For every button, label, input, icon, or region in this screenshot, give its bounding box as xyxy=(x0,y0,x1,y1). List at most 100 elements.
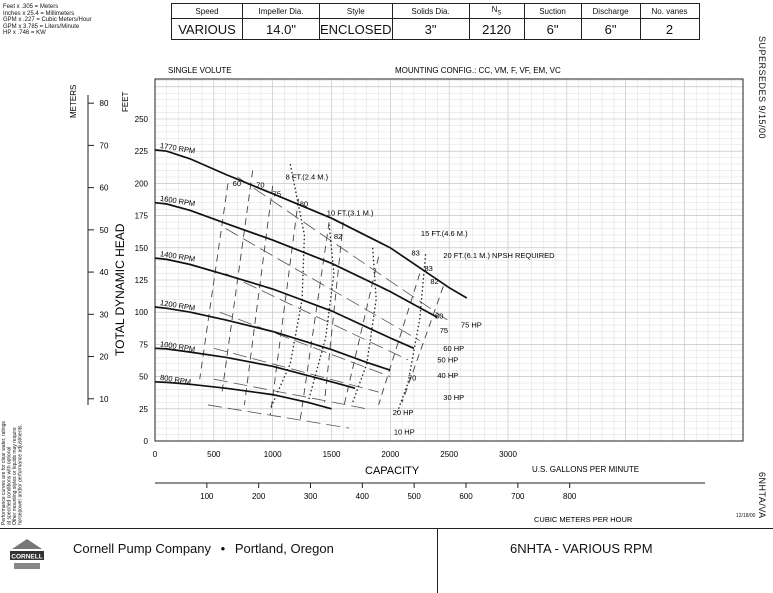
supersedes-note: SUPERSEDES 9/15/00 xyxy=(757,36,767,140)
speed-curve xyxy=(154,380,332,410)
y2-tick-label: 50 xyxy=(100,226,109,235)
efficiency-line xyxy=(221,170,254,393)
logo-text: CORNELL xyxy=(11,554,42,561)
efficiency-line xyxy=(401,286,444,403)
x-axis-label: CAPACITY xyxy=(365,465,420,477)
x2-tick-label: 100 xyxy=(200,492,214,501)
hp-label: 50 HP xyxy=(437,355,458,364)
conversion-line: Inches x 25.4 = Millimeters xyxy=(3,10,75,17)
hp-label: 30 HP xyxy=(443,393,464,402)
power-line xyxy=(237,176,450,322)
spec-value: 2 xyxy=(639,18,700,40)
company-name: Cornell Pump Company xyxy=(73,541,212,556)
efficiency-line xyxy=(243,185,274,405)
efficiency-line xyxy=(299,221,330,424)
hp-label: 20 HP xyxy=(393,408,414,417)
x-tick-label: 1500 xyxy=(323,450,341,459)
y2-axis-units: METERS xyxy=(69,85,78,118)
y2-tick-label: 40 xyxy=(100,268,109,277)
speed-curve xyxy=(154,201,438,319)
efficiency-label: 70 xyxy=(256,180,264,189)
power-line xyxy=(213,347,379,393)
efficiency-label: 70 xyxy=(408,373,416,382)
y-tick-label: 150 xyxy=(135,244,149,253)
x-tick-label: 1000 xyxy=(264,450,282,459)
efficiency-label: 82 xyxy=(334,232,342,241)
conversion-line: GPM x 3.785 = Liters/Minute xyxy=(3,23,80,30)
y2-tick-label: 80 xyxy=(100,99,109,108)
speed-curve xyxy=(154,257,415,350)
efficiency-line xyxy=(342,256,380,409)
conversion-line: GPM x .227 = Cubic Meters/Hour xyxy=(3,17,92,23)
y2-tick-label: 20 xyxy=(100,353,109,362)
efficiency-label: 80 xyxy=(300,200,308,209)
npsh-line xyxy=(307,224,335,403)
y2-tick-label: 70 xyxy=(100,141,109,150)
conversion-line: HP x .746 = KW xyxy=(3,30,46,36)
npsh-line xyxy=(395,254,427,416)
x2-tick-label: 800 xyxy=(563,492,577,501)
y-tick-label: 125 xyxy=(135,276,149,285)
x2-tick-label: 500 xyxy=(407,492,421,501)
npsh-label: 8 FT.(2.4 M.) xyxy=(286,173,329,182)
power-line xyxy=(207,404,350,429)
x-axis-units: U.S. GALLONS PER MINUTE xyxy=(532,465,639,474)
y-tick-label: 250 xyxy=(135,115,149,124)
chart-header-left: SINGLE VOLUTE xyxy=(168,66,232,75)
efficiency-label: 83 xyxy=(424,264,432,273)
plot-frame xyxy=(154,78,744,442)
hp-label: 75 HP xyxy=(461,321,482,330)
revision-date: 12/18/00 xyxy=(736,513,756,519)
efficiency-lines xyxy=(199,170,450,429)
footer-bullet: • xyxy=(220,541,226,556)
efficiency-line xyxy=(199,183,229,380)
company-location: Portland, Oregon xyxy=(234,541,334,556)
spec-value: 14.0" xyxy=(242,18,320,40)
y-axis-units: FEET xyxy=(121,91,130,112)
x2-tick-label: 600 xyxy=(459,492,473,501)
npsh-line xyxy=(352,247,377,403)
npsh-label: 20 FT.(6.1 M.) NPSH REQUIRED xyxy=(443,251,555,260)
x-tick-label: 500 xyxy=(207,450,221,459)
x-tick-label: 2500 xyxy=(440,450,458,459)
conversion-line: Feet x .305 = Meters xyxy=(3,4,59,10)
footer: CORNELL Cornell Pump Company • Portland,… xyxy=(0,528,773,593)
speed-curve-label: 800 RPM xyxy=(159,373,191,387)
footer-divider xyxy=(437,529,438,593)
speed-curve xyxy=(154,347,356,390)
npsh-label: 10 FT.(3.1 M.) xyxy=(327,209,374,218)
y2-tick-label: 30 xyxy=(100,310,109,319)
power-line xyxy=(213,378,367,410)
hp-label: 60 HP xyxy=(443,344,464,353)
x2-tick-label: 300 xyxy=(304,492,318,501)
hp-label: 40 HP xyxy=(437,371,458,380)
x2-tick-label: 400 xyxy=(356,492,370,501)
efficiency-label: 60 xyxy=(233,179,241,188)
x-tick-label: 2000 xyxy=(381,450,399,459)
spec-value: VARIOUS xyxy=(171,18,243,40)
spec-value: 2120 xyxy=(468,18,525,40)
x2-axis-units: CUBIC METERS PER HOUR xyxy=(534,515,633,524)
pump-curve-chart: SINGLE VOLUTE MOUNTING CONFIG.: CC, VM, … xyxy=(69,66,744,524)
chart-title: 6NHTA - VARIOUS RPM xyxy=(510,541,653,556)
y-tick-label: 75 xyxy=(139,340,148,349)
y-tick-label: 50 xyxy=(139,373,148,382)
y2-tick-label: 60 xyxy=(100,184,109,193)
company-name-line: Cornell Pump Company • Portland, Oregon xyxy=(73,541,334,556)
x-tick-label: 0 xyxy=(153,450,158,459)
efficiency-label: 75 xyxy=(440,326,448,335)
y-tick-label: 225 xyxy=(135,147,149,156)
y2-tick-label: 10 xyxy=(100,395,109,404)
y-tick-label: 25 xyxy=(139,405,148,414)
efficiency-line xyxy=(269,198,299,416)
chart-grid xyxy=(154,79,743,442)
speed-curve xyxy=(154,306,391,372)
power-line xyxy=(225,228,420,341)
efficiency-label: 83 xyxy=(412,249,420,258)
spec-value: 6" xyxy=(523,18,582,40)
y-axis-label: TOTAL DYNAMIC HEAD xyxy=(113,223,127,356)
power-line xyxy=(219,311,391,377)
y-tick-label: 175 xyxy=(135,212,149,221)
chart-header-right: MOUNTING CONFIG.: CC, VM, F, VF, EM, VC xyxy=(395,66,561,75)
